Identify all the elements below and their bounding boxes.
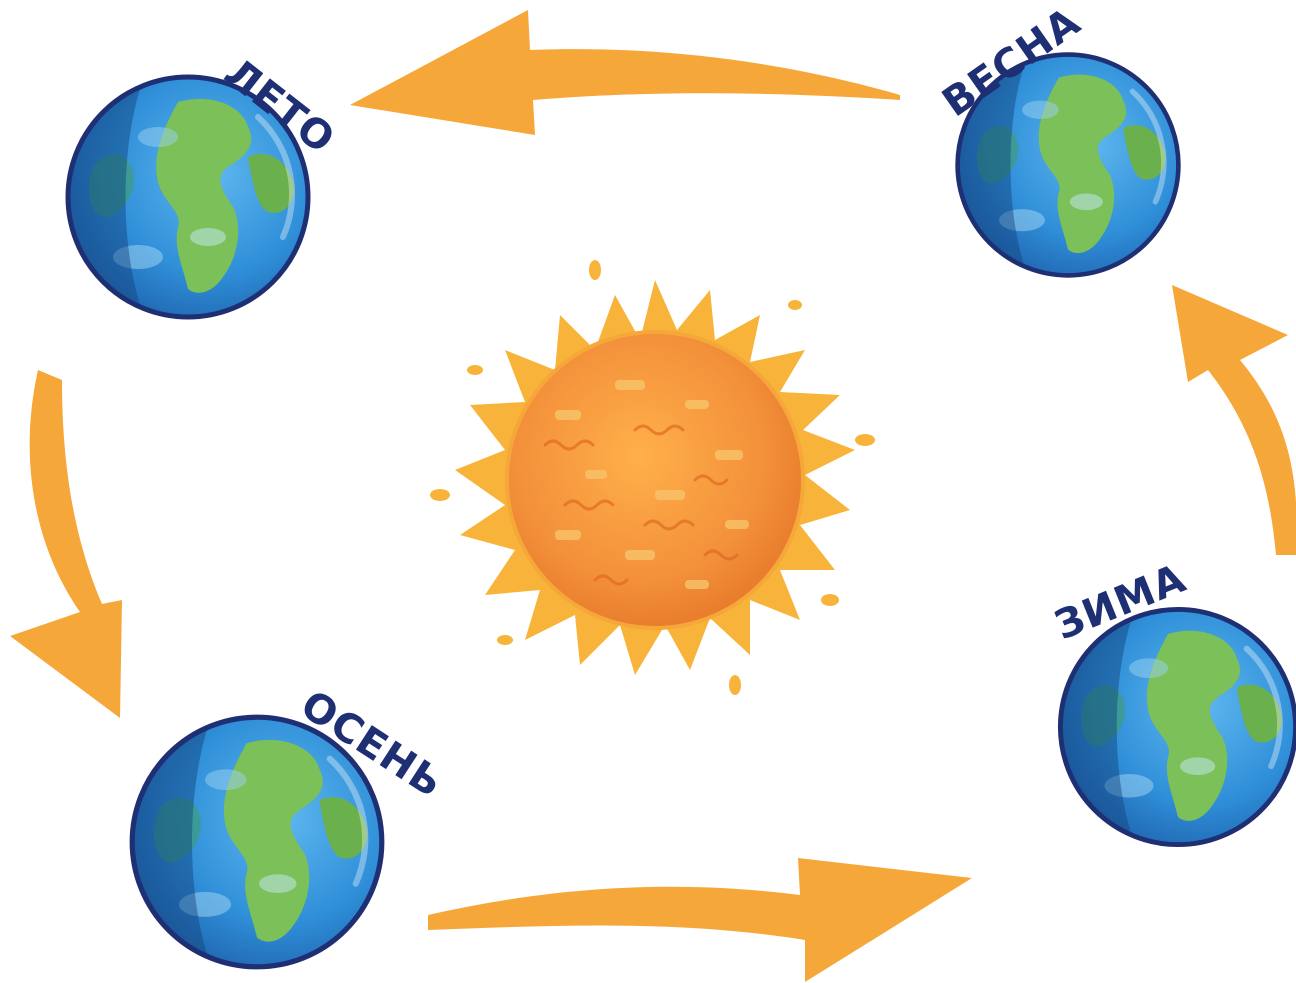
arrow-summer-to-autumn (10, 370, 122, 718)
arrow-winter-to-spring (1172, 285, 1296, 555)
arrow-spring-to-summer (350, 10, 900, 135)
sun-icon (430, 260, 875, 695)
earth-icon-winter (1060, 600, 1295, 855)
arrow-autumn-to-winter (428, 858, 972, 982)
